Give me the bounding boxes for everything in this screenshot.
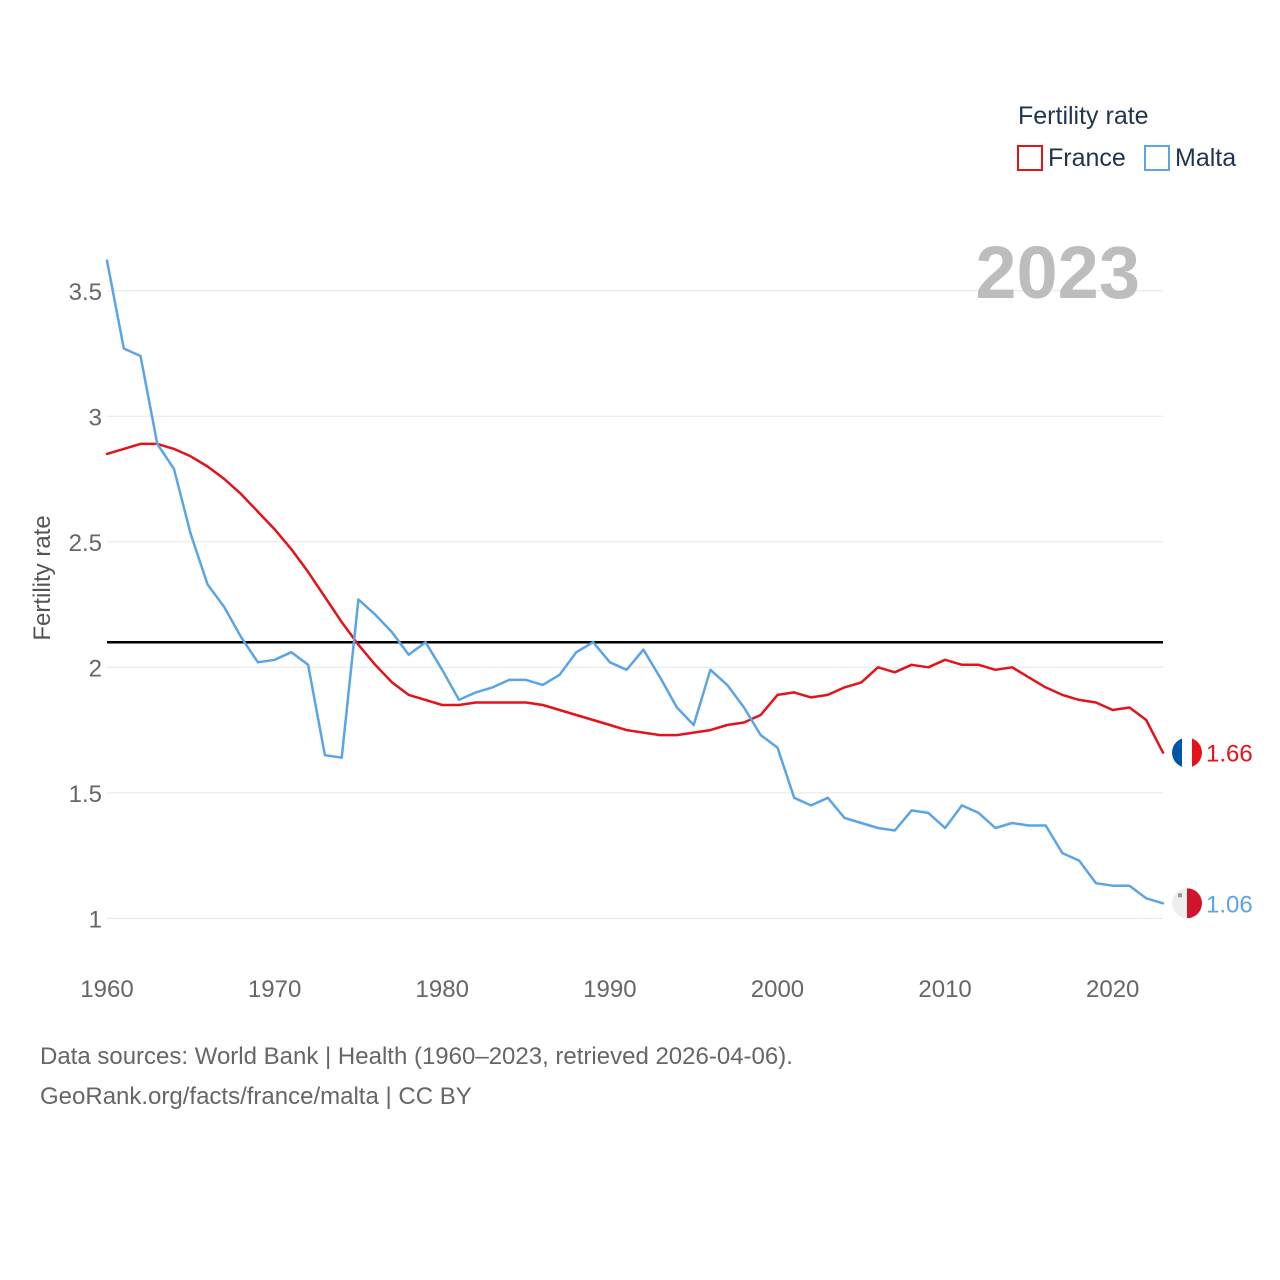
series-line-malta — [105, 259, 1165, 905]
malta-flag-icon — [1172, 888, 1202, 919]
end-value-label-france: 1.66 — [1206, 741, 1253, 768]
x-tick-label: 2000 — [751, 976, 804, 1003]
y-tick-label: 2 — [89, 655, 102, 682]
legend-title: Fertility rate — [1018, 102, 1149, 130]
france-flag-icon — [1172, 737, 1202, 768]
legend: Fertility rate France Malta — [1017, 102, 1236, 172]
x-tick-label: 2020 — [1086, 976, 1139, 1003]
x-tick-label: 1970 — [248, 976, 301, 1003]
y-tick-label: 1 — [89, 906, 102, 933]
footer-sources: Data sources: World Bank | Health (1960–… — [40, 1043, 793, 1070]
legend-item-malta[interactable]: Malta — [1144, 144, 1236, 172]
x-tick-label: 2010 — [918, 976, 971, 1003]
legend-item-france[interactable]: France — [1017, 144, 1126, 172]
y-tick-label: 3.5 — [69, 279, 102, 306]
footer-attribution: GeoRank.org/facts/france/malta | CC BY — [40, 1083, 472, 1110]
legend-swatch — [1144, 145, 1170, 171]
grid-lines — [107, 290, 1163, 919]
end-value-label-malta: 1.06 — [1206, 891, 1253, 918]
x-tick-label: 1960 — [80, 976, 133, 1003]
x-tick-label: 1990 — [583, 976, 636, 1003]
legend-swatch — [1017, 145, 1043, 171]
legend-label: Malta — [1175, 144, 1236, 172]
legend-label: France — [1048, 144, 1126, 172]
y-tick-label: 3 — [89, 404, 102, 431]
series-line-france — [105, 442, 1165, 754]
fertility-chart: 1 1.5 2 2.5 3 3.5 1960 1970 1980 1990 2000 2010 202… — [29, 102, 1253, 1003]
y-tick-label: 1.5 — [69, 781, 102, 808]
year-stamp: 2023 — [975, 231, 1140, 314]
y-axis-label: Fertility rate — [29, 515, 56, 640]
y-tick-label: 2.5 — [69, 530, 102, 557]
series-lines — [105, 259, 1165, 905]
y-tick-labels: 1 1.5 2 2.5 3 3.5 — [69, 279, 102, 934]
x-tick-labels: 1960 1970 1980 1990 2000 2010 2020 — [80, 976, 1139, 1003]
end-markers: 1.66 1.06 — [1172, 737, 1253, 919]
x-tick-label: 1980 — [416, 976, 469, 1003]
